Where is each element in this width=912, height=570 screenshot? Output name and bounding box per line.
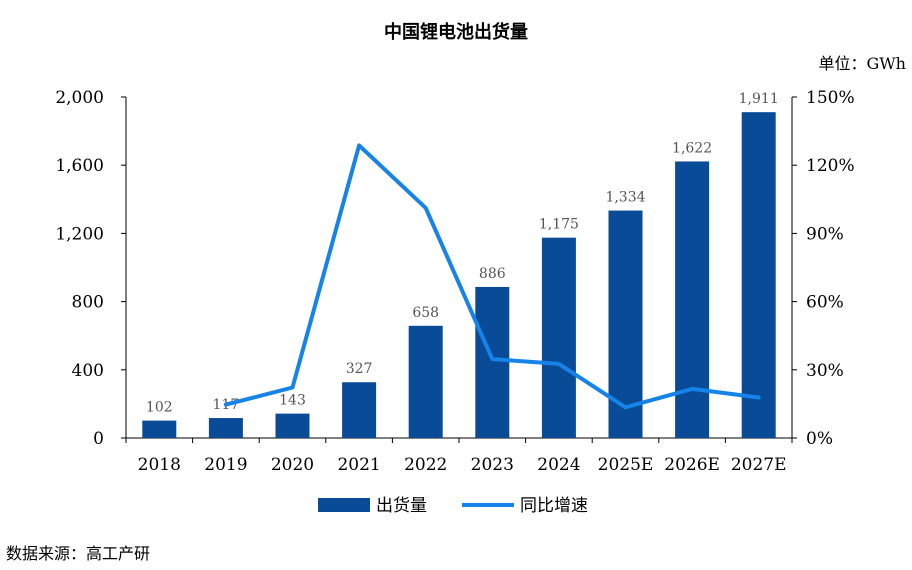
- y-left-tick-label: 1,600: [55, 156, 104, 176]
- bar-data-label: 886: [479, 266, 506, 282]
- bar: [142, 420, 177, 438]
- y-left-tick-label: 0: [93, 429, 104, 449]
- bar: [208, 418, 243, 438]
- x-tick-label: 2024: [537, 455, 580, 475]
- growth-line: [223, 143, 761, 410]
- x-tick-label: 2026E: [664, 455, 720, 475]
- bar: [275, 413, 310, 438]
- bar: [342, 382, 377, 438]
- legend-label-line: 同比增速: [520, 496, 588, 516]
- y-right-tick-label: 90%: [806, 224, 844, 244]
- y-left-tick-label: 400: [72, 361, 104, 381]
- bar-data-label: 143: [279, 393, 306, 409]
- bar-data-label: 1,175: [539, 217, 579, 233]
- bar-data-label: 327: [346, 361, 373, 377]
- bar: [675, 161, 710, 438]
- bar-data-label: 1,622: [672, 140, 712, 156]
- y-right-tick-label: 120%: [806, 156, 855, 176]
- x-tick-label: 2023: [471, 455, 514, 475]
- y-left-tick-label: 1,200: [55, 224, 104, 244]
- bar-data-label: 102: [146, 400, 173, 416]
- chart-title: 中国锂电池出货量: [384, 22, 528, 43]
- x-tick-label: 2022: [404, 455, 447, 475]
- legend-swatch-bar: [318, 498, 370, 512]
- legend-label-bar: 出货量: [376, 496, 427, 516]
- y-right-tick-label: 150%: [806, 88, 855, 108]
- bar-data-label: 1,334: [605, 190, 645, 206]
- y-right-tick-label: 60%: [806, 293, 844, 313]
- bar: [741, 112, 776, 438]
- bar: [541, 237, 576, 438]
- y-left-tick-label: 800: [72, 293, 104, 313]
- bar-data-label: 1,911: [739, 91, 779, 107]
- source-note: 数据来源：高工产研: [6, 544, 151, 563]
- bar: [475, 286, 510, 438]
- y-left-tick-label: 2,000: [55, 88, 104, 108]
- unit-label: 单位：GWh: [818, 54, 906, 73]
- x-tick-label: 2020: [271, 455, 314, 475]
- y-right-tick-label: 30%: [806, 361, 844, 381]
- x-tick-label: 2021: [337, 455, 380, 475]
- y-right-tick-label: 0%: [806, 429, 833, 449]
- x-tick-label: 2018: [138, 455, 181, 475]
- bar: [408, 325, 443, 438]
- bar-data-label: 658: [412, 305, 439, 321]
- x-tick-label: 2019: [204, 455, 247, 475]
- x-tick-label: 2027E: [731, 455, 787, 475]
- x-tick-label: 2025E: [598, 455, 654, 475]
